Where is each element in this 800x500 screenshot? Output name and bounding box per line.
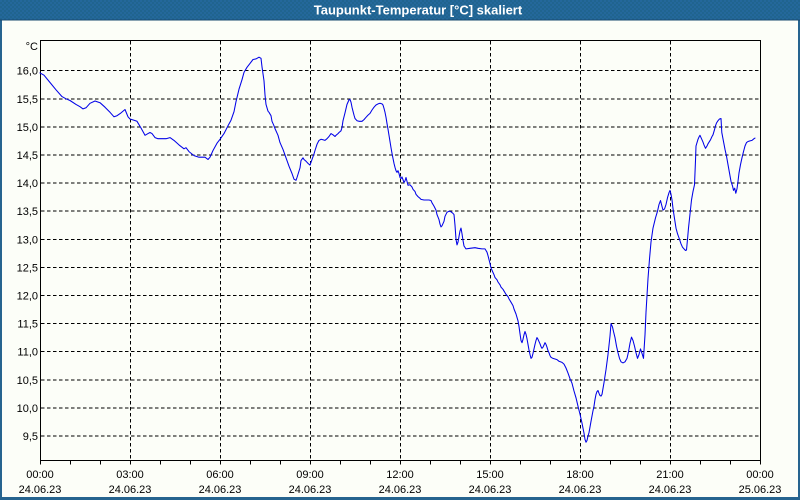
svg-text:18:00: 18:00 <box>566 469 594 481</box>
svg-text:15:00: 15:00 <box>476 469 504 481</box>
svg-text:°C: °C <box>26 41 38 53</box>
svg-text:09:00: 09:00 <box>296 469 324 481</box>
svg-text:24.06.23: 24.06.23 <box>109 484 152 496</box>
svg-text:11,5: 11,5 <box>17 319 38 331</box>
svg-text:24.06.23: 24.06.23 <box>559 484 602 496</box>
svg-text:06:00: 06:00 <box>206 469 234 481</box>
svg-text:03:00: 03:00 <box>116 469 144 481</box>
svg-text:15,0: 15,0 <box>17 122 38 134</box>
svg-text:14,0: 14,0 <box>17 178 38 190</box>
svg-text:24.06.23: 24.06.23 <box>379 484 422 496</box>
svg-text:9,5: 9,5 <box>23 431 38 443</box>
svg-text:24.06.23: 24.06.23 <box>649 484 692 496</box>
svg-text:24.06.23: 24.06.23 <box>19 484 62 496</box>
svg-text:10,0: 10,0 <box>17 403 38 415</box>
svg-text:12,5: 12,5 <box>17 262 38 274</box>
svg-text:21:00: 21:00 <box>656 469 684 481</box>
svg-text:24.06.23: 24.06.23 <box>289 484 332 496</box>
svg-text:12,0: 12,0 <box>17 291 38 303</box>
svg-text:12:00: 12:00 <box>386 469 414 481</box>
svg-text:16,0: 16,0 <box>17 66 38 78</box>
svg-text:13,5: 13,5 <box>17 206 38 218</box>
svg-text:13,0: 13,0 <box>17 234 38 246</box>
svg-text:Taupunkt-Temperatur [°C] skali: Taupunkt-Temperatur [°C] skaliert <box>314 3 523 18</box>
svg-text:10,5: 10,5 <box>17 375 38 387</box>
svg-text:24.06.23: 24.06.23 <box>469 484 512 496</box>
svg-text:24.06.23: 24.06.23 <box>199 484 242 496</box>
svg-text:25.06.23: 25.06.23 <box>739 484 782 496</box>
svg-text:15,5: 15,5 <box>17 94 38 106</box>
svg-text:00:00: 00:00 <box>746 469 774 481</box>
svg-text:14,5: 14,5 <box>17 150 38 162</box>
svg-text:00:00: 00:00 <box>26 469 54 481</box>
svg-text:11,0: 11,0 <box>17 347 38 359</box>
